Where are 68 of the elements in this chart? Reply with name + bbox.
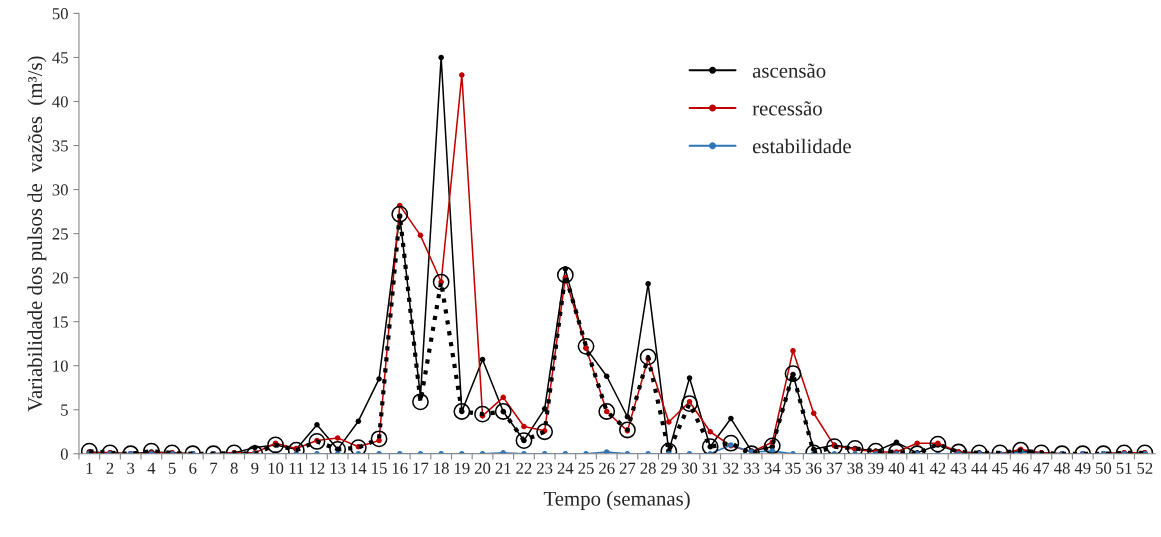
x-tick-label: 33 xyxy=(744,462,760,474)
x-tick-label: 35 xyxy=(785,462,801,474)
x-tick-label: 40 xyxy=(888,462,905,474)
x-tick-label: 26 xyxy=(599,462,615,474)
x-tick-label: 21 xyxy=(495,462,511,474)
x-tick-label: 16 xyxy=(392,462,408,474)
x-tick-label: 27 xyxy=(619,462,636,474)
y-tick-label: 50 xyxy=(52,8,68,20)
x-tick-label: 6 xyxy=(189,462,197,474)
y-tick-label: 20 xyxy=(52,272,68,284)
x-tick-label: 42 xyxy=(929,462,946,474)
x-tick-label: 29 xyxy=(661,462,677,474)
x-tick-label: 48 xyxy=(1054,462,1070,474)
y-tick-label: 35 xyxy=(52,140,68,152)
x-axis-title: Tempo (semanas) xyxy=(543,491,690,510)
x-tick-label: 3 xyxy=(127,462,135,474)
y-tick-label: 30 xyxy=(52,184,68,196)
x-tick-label: 12 xyxy=(310,462,325,474)
x-tick-label: 7 xyxy=(210,462,218,474)
x-tick-label: 17 xyxy=(413,462,429,474)
x-tick-label: 31 xyxy=(702,462,718,474)
x-tick-label: 46 xyxy=(1012,462,1029,474)
x-tick-label: 2 xyxy=(106,462,114,474)
x-tick-label: 37 xyxy=(826,462,843,474)
x-tick-label: 11 xyxy=(289,462,304,474)
x-tick-label: 4 xyxy=(147,462,156,474)
x-tick-label: 22 xyxy=(516,462,532,474)
x-tick-label: 20 xyxy=(474,462,491,474)
x-tick-label: 1 xyxy=(86,462,93,474)
x-tick-label: 50 xyxy=(1096,462,1112,474)
x-tick-label: 43 xyxy=(950,462,967,474)
y-tick-label: 45 xyxy=(52,52,68,64)
legend-label: estabilidade xyxy=(752,138,851,154)
legend-label: recessão xyxy=(752,101,822,116)
x-tick-label: 47 xyxy=(1033,462,1050,474)
x-tick-label: 44 xyxy=(971,462,988,474)
y-tick-label: 5 xyxy=(61,404,68,416)
y-tick-label: 15 xyxy=(53,316,68,328)
x-tick-label: 24 xyxy=(557,462,574,474)
x-tick-label: 19 xyxy=(454,462,470,474)
x-tick-label: 32 xyxy=(723,462,739,474)
x-tick-label: 10 xyxy=(268,462,284,474)
x-tick-label: 41 xyxy=(909,462,925,474)
x-tick-label: 45 xyxy=(991,462,1008,474)
x-tick-label: 18 xyxy=(434,462,449,474)
x-tick-label: 49 xyxy=(1074,462,1091,474)
x-tick-label: 9 xyxy=(251,462,259,474)
y-axis-title: Variabilidade dos pulsos de vazões (m³/s) xyxy=(27,56,47,412)
x-tick-label: 15 xyxy=(372,462,387,474)
x-tick-label: 14 xyxy=(351,462,367,474)
x-tick-label: 38 xyxy=(847,462,863,474)
x-tick-label: 28 xyxy=(640,462,656,474)
y-tick-label: 10 xyxy=(53,360,68,372)
x-tick-label: 30 xyxy=(681,462,698,474)
x-tick-label: 39 xyxy=(868,462,884,474)
x-tick-label: 52 xyxy=(1137,462,1153,474)
x-tick-label: 25 xyxy=(578,462,594,474)
y-tick-label: 0 xyxy=(60,448,68,460)
x-tick-label: 13 xyxy=(330,462,346,474)
y-tick-label: 25 xyxy=(52,228,68,240)
x-tick-label: 36 xyxy=(806,462,822,474)
x-tick-label: 23 xyxy=(537,462,553,474)
x-tick-label: 51 xyxy=(1116,462,1132,474)
y-tick-label: 40 xyxy=(52,96,68,108)
x-tick-label: 8 xyxy=(230,462,238,474)
legend-label: ascensão xyxy=(752,63,826,78)
x-tick-label: 34 xyxy=(764,462,781,474)
x-tick-label: 5 xyxy=(168,462,176,474)
